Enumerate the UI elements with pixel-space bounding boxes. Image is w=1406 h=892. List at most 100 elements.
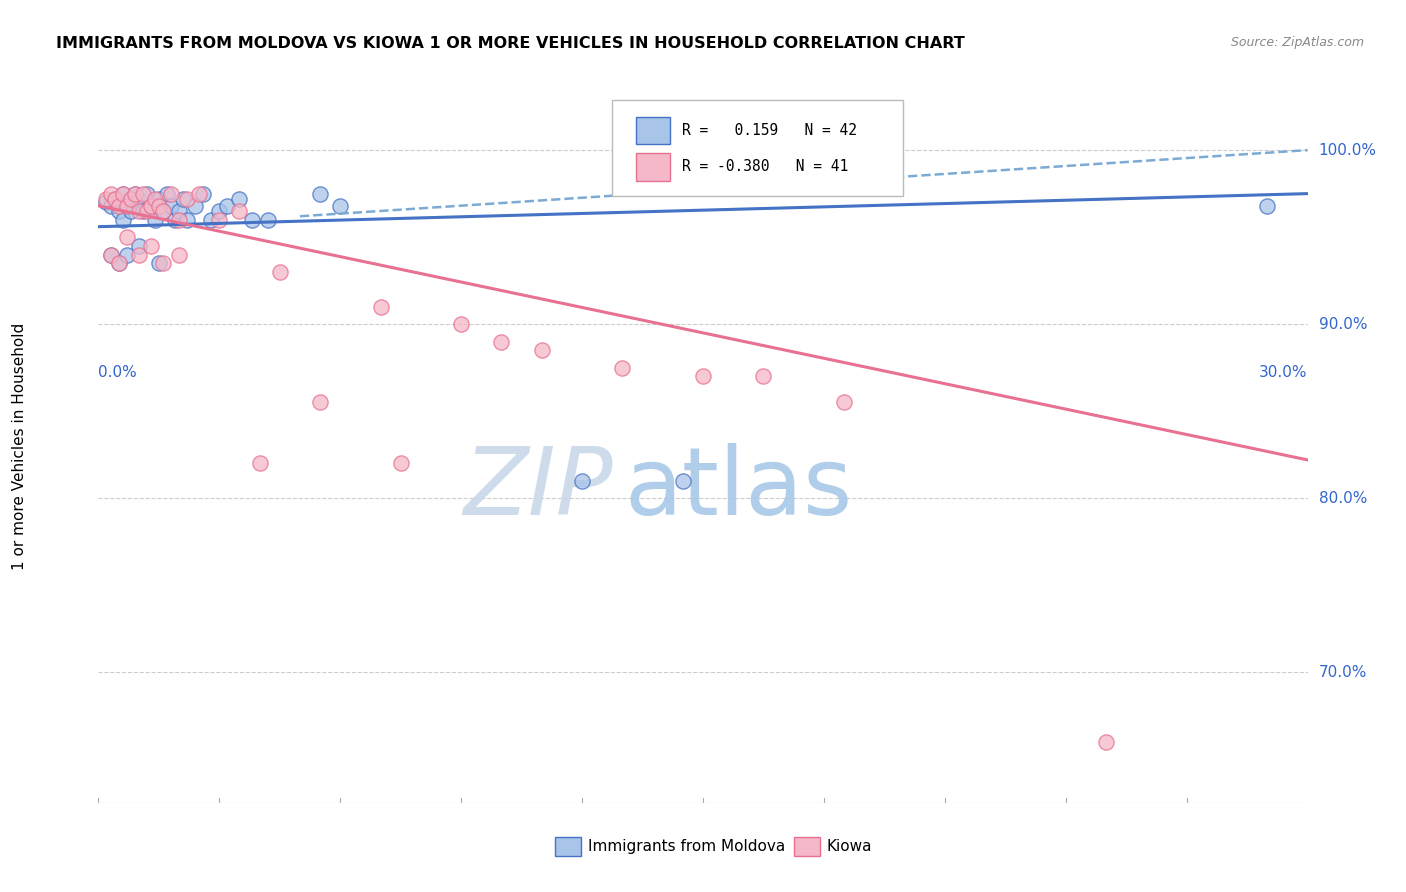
Point bbox=[135, 186, 157, 201]
Point bbox=[143, 212, 166, 227]
Point bbox=[111, 212, 134, 227]
Point bbox=[100, 247, 122, 261]
Text: Source: ZipAtlas.com: Source: ZipAtlas.com bbox=[1230, 36, 1364, 49]
Point bbox=[269, 265, 291, 279]
Point bbox=[184, 199, 207, 213]
Point bbox=[139, 199, 162, 213]
Point bbox=[309, 395, 332, 409]
Point bbox=[107, 204, 129, 219]
Point bbox=[132, 186, 155, 201]
Point bbox=[152, 204, 174, 219]
Point bbox=[132, 204, 155, 219]
Point bbox=[200, 212, 222, 227]
Point bbox=[160, 186, 183, 201]
Point bbox=[530, 343, 553, 358]
Text: R =   0.159   N = 42: R = 0.159 N = 42 bbox=[682, 123, 858, 138]
Point bbox=[115, 247, 138, 261]
Point bbox=[309, 186, 332, 201]
Point bbox=[96, 195, 118, 210]
Point bbox=[167, 247, 190, 261]
Point bbox=[135, 204, 157, 219]
Point bbox=[148, 199, 170, 213]
Point bbox=[329, 199, 352, 213]
Bar bbox=[637, 117, 671, 145]
Point bbox=[103, 192, 125, 206]
Point bbox=[139, 239, 162, 253]
Point bbox=[370, 300, 392, 314]
Point bbox=[128, 192, 150, 206]
Point bbox=[188, 186, 211, 201]
Point bbox=[228, 192, 250, 206]
Point bbox=[143, 192, 166, 206]
Point bbox=[832, 395, 855, 409]
Point bbox=[217, 199, 239, 213]
Point bbox=[752, 369, 775, 384]
Point bbox=[152, 204, 174, 219]
Point bbox=[152, 256, 174, 270]
Text: ZIP: ZIP bbox=[463, 443, 612, 534]
Point bbox=[672, 474, 695, 488]
Point bbox=[692, 369, 714, 384]
Text: 1 or more Vehicles in Household: 1 or more Vehicles in Household bbox=[13, 322, 27, 570]
Point bbox=[100, 186, 122, 201]
FancyBboxPatch shape bbox=[612, 100, 903, 196]
Text: IMMIGRANTS FROM MOLDOVA VS KIOWA 1 OR MORE VEHICLES IN HOUSEHOLD CORRELATION CHA: IMMIGRANTS FROM MOLDOVA VS KIOWA 1 OR MO… bbox=[56, 36, 965, 51]
Point bbox=[167, 204, 190, 219]
Point bbox=[228, 204, 250, 219]
Point bbox=[100, 247, 122, 261]
Point bbox=[571, 474, 593, 488]
Point bbox=[115, 199, 138, 213]
Point bbox=[96, 192, 118, 206]
Point bbox=[107, 199, 129, 213]
Point bbox=[176, 192, 198, 206]
Point bbox=[120, 204, 142, 219]
Point bbox=[128, 247, 150, 261]
Point bbox=[163, 212, 186, 227]
Point bbox=[160, 199, 183, 213]
Text: 70.0%: 70.0% bbox=[1319, 665, 1367, 680]
Point bbox=[100, 199, 122, 213]
Point bbox=[115, 230, 138, 244]
Text: 100.0%: 100.0% bbox=[1319, 143, 1376, 158]
Bar bbox=[637, 153, 671, 180]
Text: 90.0%: 90.0% bbox=[1319, 317, 1367, 332]
Point bbox=[111, 186, 134, 201]
Point bbox=[193, 186, 215, 201]
Text: 30.0%: 30.0% bbox=[1260, 366, 1308, 380]
Point bbox=[172, 192, 194, 206]
Point bbox=[128, 239, 150, 253]
Point bbox=[107, 256, 129, 270]
Point bbox=[128, 199, 150, 213]
Point bbox=[256, 212, 278, 227]
Point bbox=[124, 186, 146, 201]
Point bbox=[148, 192, 170, 206]
Point bbox=[208, 212, 231, 227]
Point bbox=[491, 334, 513, 349]
Text: Kiowa: Kiowa bbox=[827, 839, 872, 854]
Text: R = -0.380   N = 41: R = -0.380 N = 41 bbox=[682, 160, 849, 175]
Point bbox=[107, 256, 129, 270]
Point bbox=[124, 186, 146, 201]
Point bbox=[148, 256, 170, 270]
Point bbox=[156, 186, 179, 201]
Text: Immigrants from Moldova: Immigrants from Moldova bbox=[588, 839, 785, 854]
Text: atlas: atlas bbox=[624, 442, 852, 535]
Point bbox=[176, 212, 198, 227]
Point bbox=[389, 457, 412, 471]
Point bbox=[103, 192, 125, 206]
Point bbox=[249, 457, 271, 471]
Point bbox=[120, 192, 142, 206]
Point bbox=[139, 199, 162, 213]
Point bbox=[240, 212, 263, 227]
Point bbox=[450, 317, 472, 331]
Point bbox=[208, 204, 231, 219]
Point bbox=[115, 199, 138, 213]
Point bbox=[1256, 199, 1278, 213]
Text: 80.0%: 80.0% bbox=[1319, 491, 1367, 506]
Point bbox=[1095, 735, 1118, 749]
Point bbox=[111, 186, 134, 201]
Point bbox=[167, 212, 190, 227]
Point bbox=[128, 204, 150, 219]
Point bbox=[612, 360, 634, 375]
Text: 0.0%: 0.0% bbox=[98, 366, 138, 380]
